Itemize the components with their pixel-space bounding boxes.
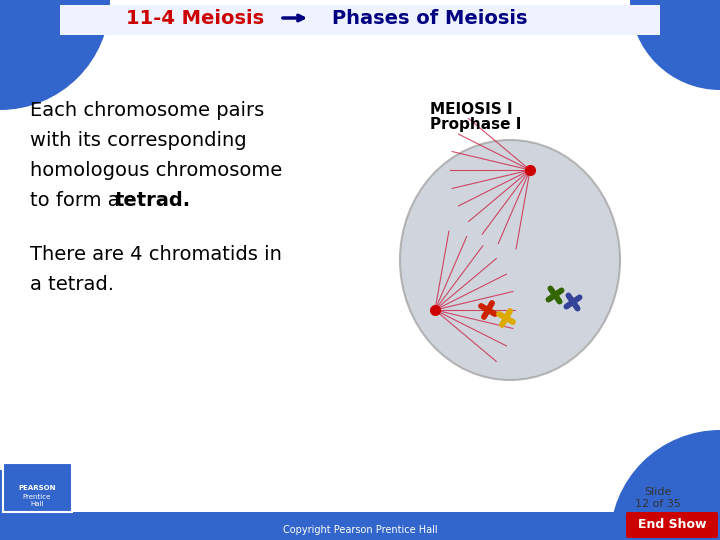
- Text: Phases of Meiosis: Phases of Meiosis: [332, 9, 528, 28]
- Text: 11-4 Meiosis: 11-4 Meiosis: [126, 9, 264, 28]
- Wedge shape: [0, 470, 70, 540]
- Text: with its corresponding: with its corresponding: [30, 131, 247, 150]
- Wedge shape: [630, 0, 720, 90]
- Text: End Show: End Show: [638, 518, 706, 531]
- FancyBboxPatch shape: [626, 512, 718, 538]
- Text: homologous chromosome: homologous chromosome: [30, 160, 282, 179]
- Text: Hall: Hall: [30, 501, 44, 507]
- Bar: [0, 512, 720, 540]
- Text: Slide
12 of 35: Slide 12 of 35: [635, 487, 681, 509]
- Ellipse shape: [400, 140, 620, 380]
- Wedge shape: [610, 430, 720, 540]
- Text: a tetrad.: a tetrad.: [30, 275, 114, 294]
- Wedge shape: [0, 0, 110, 110]
- Text: There are 4 chromatids in: There are 4 chromatids in: [30, 246, 282, 265]
- Text: PEARSON: PEARSON: [18, 485, 55, 491]
- Text: Each chromosome pairs: Each chromosome pairs: [30, 100, 264, 119]
- Text: Prentice: Prentice: [23, 494, 51, 500]
- Text: to form a: to form a: [30, 191, 126, 210]
- FancyBboxPatch shape: [3, 463, 72, 512]
- Wedge shape: [610, 430, 720, 540]
- Text: Prophase I: Prophase I: [430, 118, 521, 132]
- Wedge shape: [0, 470, 70, 540]
- Wedge shape: [0, 0, 110, 110]
- Wedge shape: [630, 0, 720, 90]
- Text: tetrad.: tetrad.: [115, 191, 191, 210]
- Text: MEIOSIS I: MEIOSIS I: [430, 103, 513, 118]
- Bar: [60, 5, 660, 35]
- Text: Copyright Pearson Prentice Hall: Copyright Pearson Prentice Hall: [283, 525, 437, 535]
